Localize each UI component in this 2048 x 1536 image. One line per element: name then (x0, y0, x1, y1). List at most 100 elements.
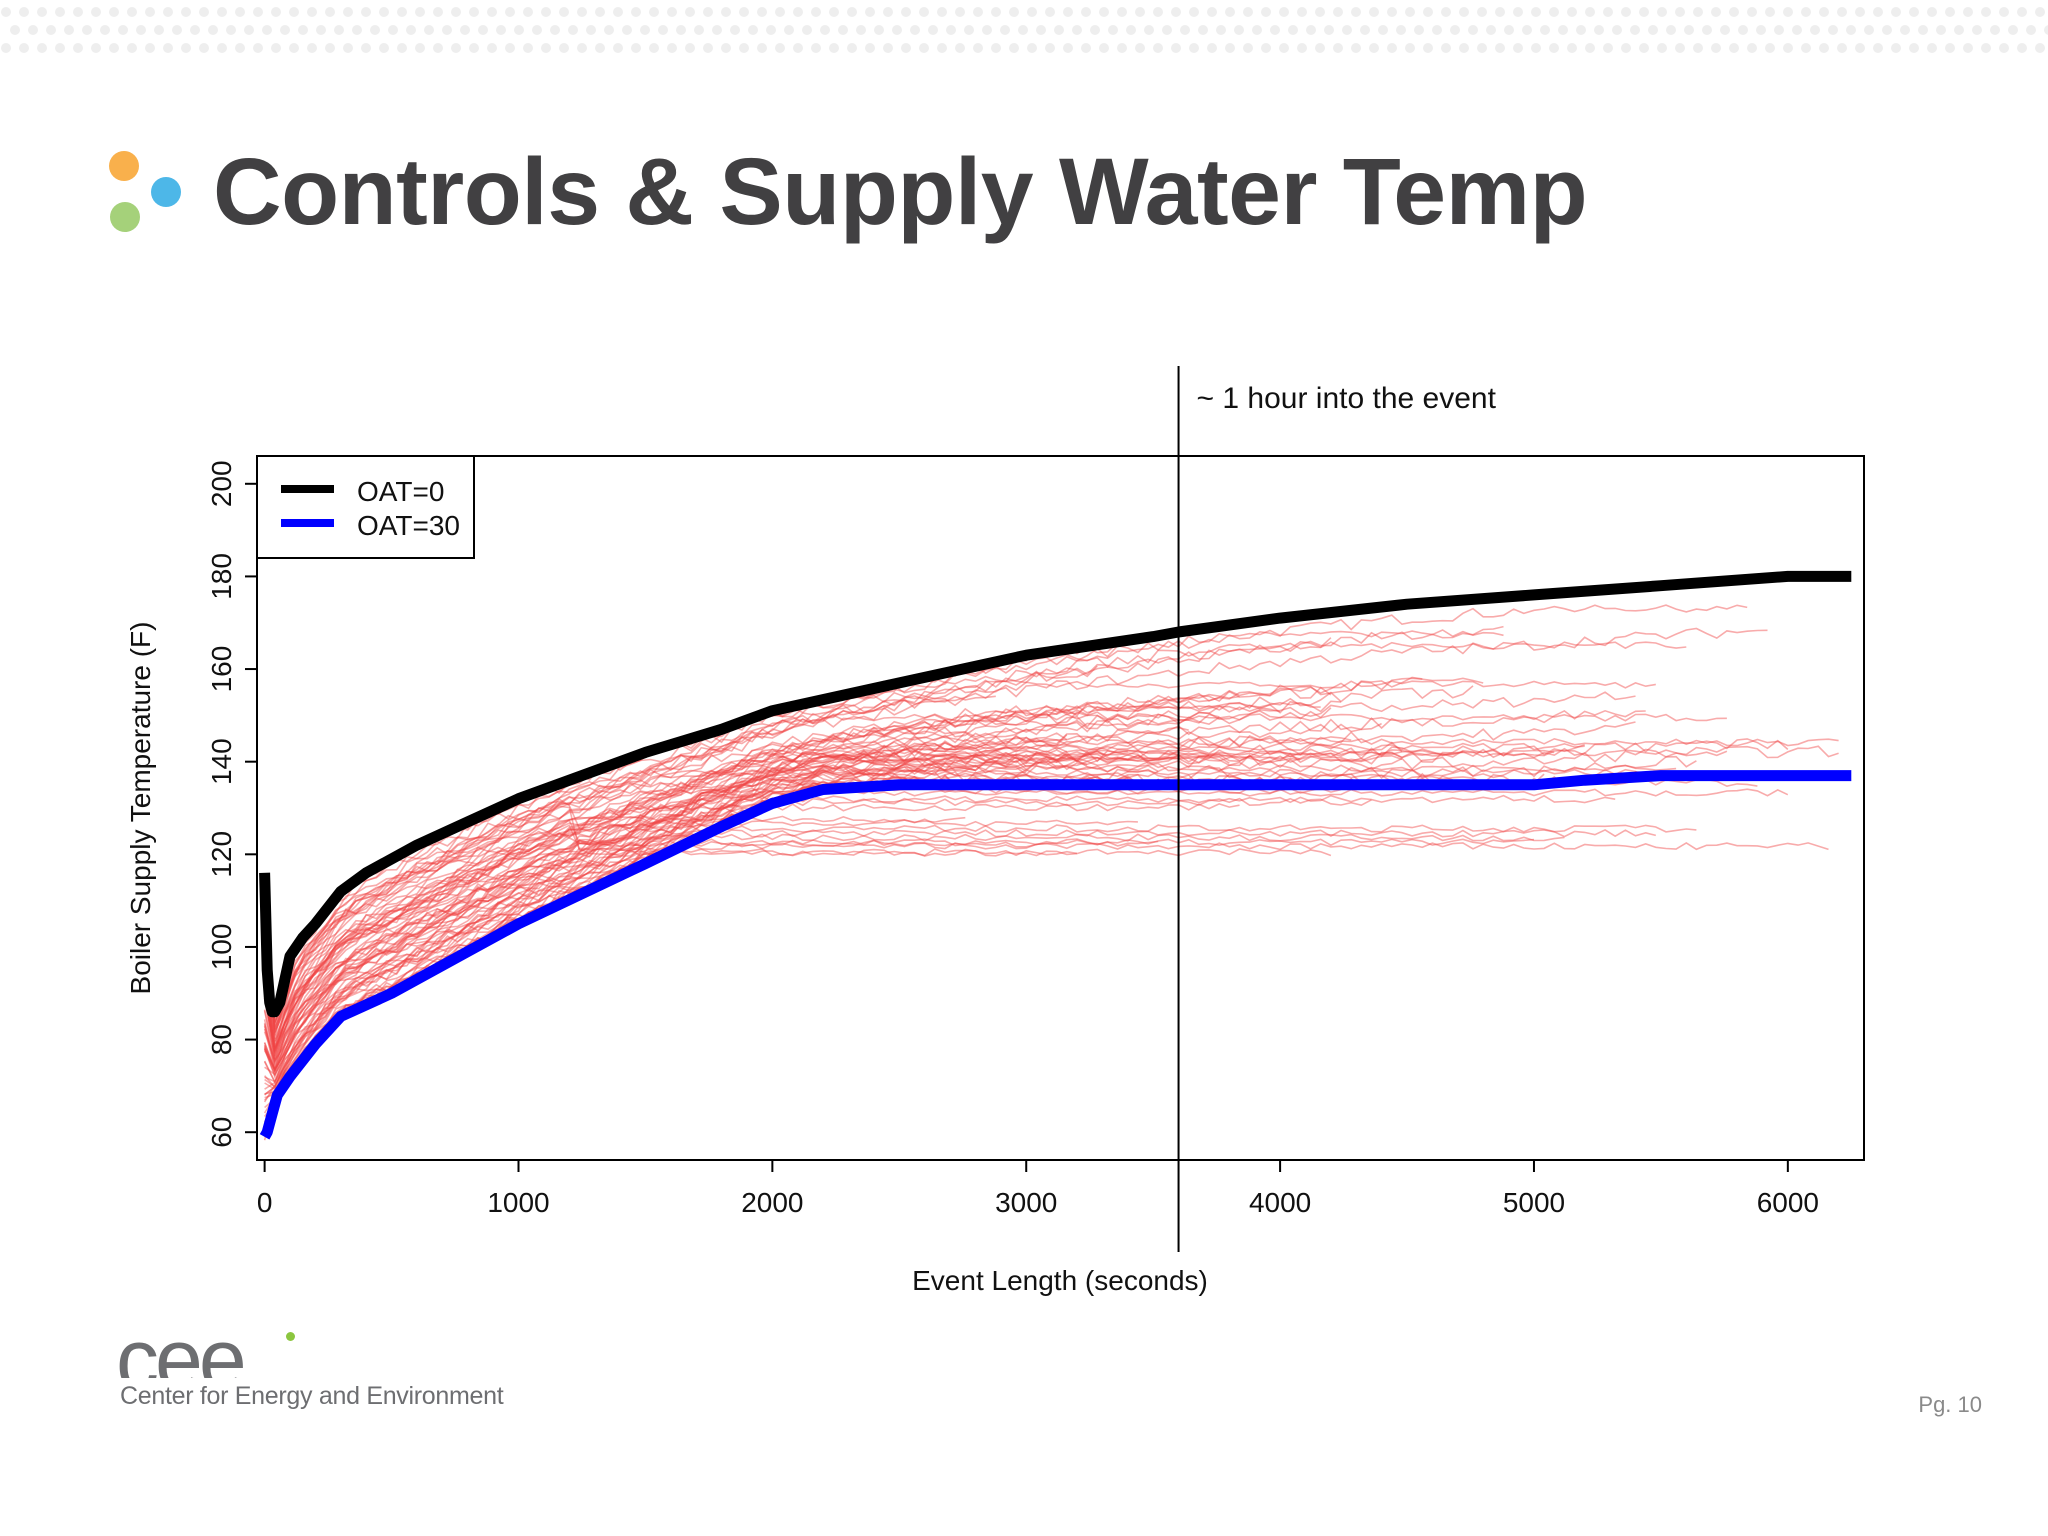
pattern-dot (1153, 7, 1163, 17)
pattern-dot (1099, 43, 1109, 53)
pattern-dot (1549, 43, 1559, 53)
pattern-dot (1297, 7, 1307, 17)
pattern-dot (1513, 7, 1523, 17)
pattern-dot (1720, 25, 1730, 35)
pattern-dot (541, 7, 551, 17)
pattern-dot (1333, 43, 1343, 53)
green-dot (110, 202, 140, 232)
pattern-dot (145, 43, 155, 53)
pattern-dot (1423, 7, 1433, 17)
page-number: Pg. 10 (1918, 1392, 1982, 1417)
pattern-dot (811, 43, 821, 53)
pattern-dot (1351, 43, 1361, 53)
pattern-dot (919, 43, 929, 53)
pattern-dot (145, 7, 155, 17)
pattern-dot (46, 25, 56, 35)
pattern-dot (397, 43, 407, 53)
pattern-dot (1324, 25, 1334, 35)
pattern-dot (1810, 25, 1820, 35)
pattern-dot (505, 7, 515, 17)
pattern-dot (82, 25, 92, 35)
pattern-dot (1567, 7, 1577, 17)
pattern-dot (1765, 43, 1775, 53)
pattern-dot (1288, 25, 1298, 35)
logo-subtitle: Center for Energy and Environment (120, 1382, 504, 1410)
pattern-dot (1513, 43, 1523, 53)
pattern-dot (316, 25, 326, 35)
pattern-dot (271, 43, 281, 53)
pattern-dot (757, 7, 767, 17)
pattern-dot (892, 25, 902, 35)
pattern-dot (847, 43, 857, 53)
pattern-dot (1045, 7, 1055, 17)
pattern-dot (559, 43, 569, 53)
pattern-dot (1135, 43, 1145, 53)
pattern-dot (433, 43, 443, 53)
event-trace (263, 824, 1332, 1045)
pattern-dot (235, 43, 245, 53)
pattern-dot (1315, 43, 1325, 53)
pattern-dot (154, 25, 164, 35)
event-trace (264, 745, 1839, 1109)
pattern-dot (1864, 25, 1874, 35)
pattern-dot (775, 7, 785, 17)
pattern-dot (1, 43, 11, 53)
pattern-dot (1279, 7, 1289, 17)
x-tick-label: 4000 (1249, 1187, 1311, 1218)
pattern-dot (1144, 25, 1154, 35)
event-trace (263, 677, 1484, 1051)
pattern-dot (1936, 25, 1946, 35)
pattern-dot (1207, 7, 1217, 17)
pattern-dot (1279, 43, 1289, 53)
pattern-dot (505, 43, 515, 53)
event-trace (263, 700, 1342, 1063)
pattern-dot (379, 43, 389, 53)
pattern-dot (1306, 25, 1316, 35)
pattern-dot (721, 43, 731, 53)
y-tick-label: 140 (206, 738, 237, 785)
pattern-dot (829, 7, 839, 17)
event-trace (264, 747, 1210, 1090)
pattern-dot (307, 7, 317, 17)
pattern-dot (199, 7, 209, 17)
pattern-dot (1009, 43, 1019, 53)
pattern-dot (613, 7, 623, 17)
pattern-dot (352, 25, 362, 35)
event-trace (263, 737, 1839, 1072)
pattern-dot (1927, 43, 1937, 53)
pattern-dot (1909, 43, 1919, 53)
pattern-dot (1819, 7, 1829, 17)
pattern-dot (100, 25, 110, 35)
event-trace (263, 768, 1667, 1035)
pattern-dot (577, 43, 587, 53)
event-trace (263, 749, 1179, 1040)
pattern-dot (982, 25, 992, 35)
pattern-dot (280, 25, 290, 35)
pattern-dot (1027, 7, 1037, 17)
pattern-dot (1819, 43, 1829, 53)
event-trace (263, 732, 1068, 1073)
pattern-dot (208, 25, 218, 35)
pattern-dot (541, 43, 551, 53)
pattern-dot (928, 25, 938, 35)
pattern-dot (1783, 43, 1793, 53)
pattern-dot (370, 25, 380, 35)
pattern-dot (1990, 25, 2000, 35)
pattern-dot (991, 7, 1001, 17)
pattern-dot (1189, 7, 1199, 17)
pattern-dot (1459, 43, 1469, 53)
pattern-dot (991, 43, 1001, 53)
pattern-dot (361, 7, 371, 17)
event-trace (263, 707, 1017, 1052)
pattern-dot (37, 43, 47, 53)
x-axis-label: Event Length (seconds) (912, 1265, 1208, 1296)
pattern-dot (577, 7, 587, 17)
pattern-dot (1639, 7, 1649, 17)
event-trace (263, 788, 1789, 1066)
pattern-dot (1621, 43, 1631, 53)
pattern-dot (1729, 7, 1739, 17)
pattern-dot (1126, 25, 1136, 35)
pattern-dot (1999, 43, 2009, 53)
event-trace (264, 794, 1616, 1096)
event-trace (263, 625, 1504, 1029)
